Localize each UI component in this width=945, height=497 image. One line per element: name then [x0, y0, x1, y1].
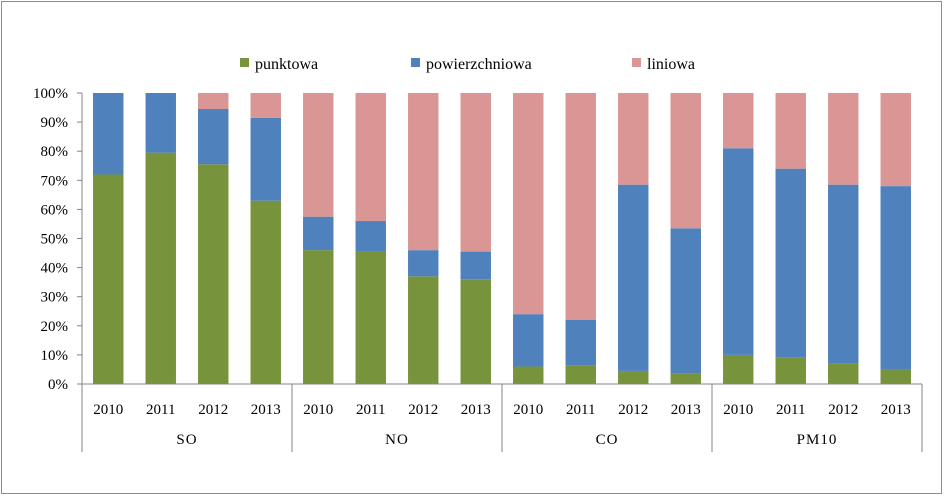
bar-segment-powierzchniowa [303, 216, 334, 251]
x-tick-label: 2011 [566, 402, 595, 418]
x-tick-label: 2011 [146, 402, 175, 418]
bar-segment-powierzchniowa [513, 314, 544, 367]
bar-segment-punktowa [618, 370, 649, 384]
x-tick-label: 2013 [461, 402, 491, 418]
bar-segment-powierzchniowa [618, 184, 649, 371]
y-axis: 0% 10% 20% 30% 40% 50% 60% 70% 80% 90% 100% [33, 86, 83, 393]
group-label: CO [596, 432, 619, 448]
y-tick-label: 10% [41, 348, 69, 364]
bar-segment-liniowa [198, 93, 229, 110]
bar-segment-powierzchniowa [355, 221, 386, 252]
y-tick-label: 90% [41, 115, 69, 131]
bar-segment-powierzchniowa [145, 93, 176, 153]
bars [93, 93, 911, 384]
group-label: NO [385, 432, 409, 448]
bar-segment-powierzchniowa [198, 109, 229, 165]
legend-swatch-punktowa [240, 58, 249, 67]
x-tick-label: 2011 [776, 402, 805, 418]
x-tick-label: 2010 [513, 402, 543, 418]
y-tick-label: 60% [41, 202, 69, 218]
bar-segment-powierzchniowa [250, 117, 281, 201]
bar-segment-liniowa [513, 93, 544, 315]
bar-segment-punktowa [880, 369, 911, 384]
y-tick-label: 20% [41, 319, 69, 335]
x-tick-label: 2013 [251, 402, 281, 418]
bar-segment-liniowa [828, 93, 859, 185]
x-tick-label: 2012 [198, 402, 228, 418]
bar-segment-punktowa [198, 164, 229, 384]
x-tick-label: 2010 [723, 402, 753, 418]
y-tick-label: 40% [41, 261, 69, 277]
bar-segment-liniowa [303, 93, 334, 217]
bar-segment-liniowa [460, 93, 491, 252]
bar-segment-powierzchniowa [880, 186, 911, 370]
y-tick-label: 0% [48, 377, 68, 393]
bar-segment-liniowa [355, 93, 386, 222]
bar-segment-liniowa [618, 93, 649, 185]
bar-segment-liniowa [408, 93, 439, 251]
bar-segment-punktowa [250, 200, 281, 384]
bar-segment-powierzchniowa [460, 251, 491, 280]
group-label: SO [176, 432, 197, 448]
x-tick-label: 2012 [828, 402, 858, 418]
bar-segment-powierzchniowa [565, 319, 596, 366]
y-tick-label: 80% [41, 144, 69, 160]
y-tick-label: 50% [41, 232, 69, 248]
bar-segment-liniowa [723, 93, 754, 149]
bar-segment-punktowa [460, 279, 491, 384]
bar-segment-punktowa [408, 276, 439, 384]
bar-segment-powierzchniowa [775, 168, 806, 358]
legend-swatch-liniowa [632, 58, 641, 67]
bar-segment-powierzchniowa [408, 250, 439, 277]
y-tick-label: 30% [41, 290, 69, 306]
bar-segment-powierzchniowa [670, 228, 701, 374]
bar-segment-punktowa [670, 373, 701, 384]
bar-segment-powierzchniowa [828, 184, 859, 364]
bar-segment-liniowa [880, 93, 911, 187]
bar-segment-liniowa [670, 93, 701, 229]
bar-segment-punktowa [303, 250, 334, 384]
bar-segment-punktowa [93, 174, 124, 384]
x-tick-label: 2013 [881, 402, 911, 418]
legend: punktowa powierzchniowa liniowa [240, 56, 695, 73]
x-tick-label: 2010 [303, 402, 333, 418]
legend-swatch-powierzchniowa [411, 58, 420, 67]
bar-segment-punktowa [145, 152, 176, 384]
x-axis: 2010 2011 2012 2013 SO 2010 2011 2012 2013 NO 2010… [81, 383, 923, 452]
bar-segment-liniowa [775, 93, 806, 169]
x-tick-label: 2012 [408, 402, 438, 418]
legend-label-powierzchniowa: powierzchniowa [426, 56, 532, 73]
y-tick-label: 70% [41, 173, 69, 189]
bar-segment-punktowa [355, 251, 386, 384]
bar-segment-punktowa [565, 365, 596, 384]
bar-segment-punktowa [723, 354, 754, 384]
bar-segment-liniowa [250, 93, 281, 118]
x-tick-label: 2013 [671, 402, 701, 418]
x-tick-label: 2010 [93, 402, 123, 418]
bar-segment-powierzchniowa [93, 93, 124, 175]
bar-segment-punktowa [513, 366, 544, 384]
bar-segment-powierzchniowa [723, 148, 754, 355]
bar-segment-punktowa [775, 357, 806, 384]
group-label: PM10 [797, 432, 838, 448]
x-tick-label: 2011 [356, 402, 385, 418]
legend-label-punktowa: punktowa [255, 56, 318, 73]
y-tick-label: 100% [33, 86, 68, 102]
bar-segment-punktowa [828, 363, 859, 384]
legend-label-liniowa: liniowa [647, 56, 695, 73]
x-tick-label: 2012 [618, 402, 648, 418]
bar-segment-liniowa [565, 93, 596, 320]
